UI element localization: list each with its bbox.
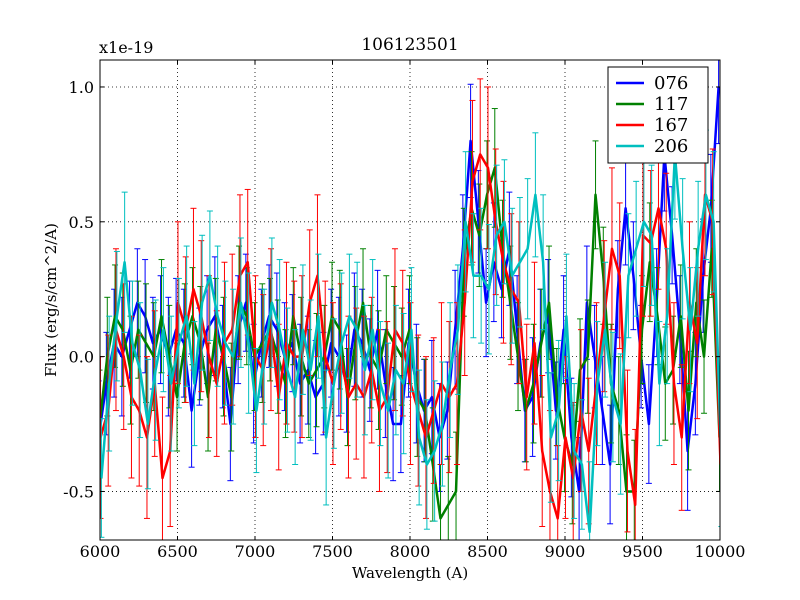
x-tick-label: 8500	[467, 542, 508, 561]
y-axis-label: Flux (erg/s/cm^2/A)	[42, 223, 60, 377]
axis-ticks: 6000 6500 7000 7500 8000 8500 9000 9500 10000 -0.…	[63, 60, 745, 561]
legend-label: 076	[654, 73, 688, 94]
x-tick-label: 9000	[545, 542, 586, 561]
chart-title: 106123501	[361, 35, 458, 55]
y-tick-label: -0.5	[63, 482, 94, 501]
x-tick-label: 8000	[390, 542, 431, 561]
x-tick-label: 6000	[80, 542, 121, 561]
series-line-206	[100, 153, 720, 534]
y-tick-label: 0.0	[69, 348, 94, 367]
x-tick-label: 9500	[622, 542, 663, 561]
x-axis-label: Wavelength (A)	[352, 564, 468, 582]
legend-label: 117	[654, 94, 688, 115]
series-line-117	[100, 166, 720, 520]
x-tick-label: 7500	[312, 542, 353, 561]
x-tick-label: 6500	[157, 542, 198, 561]
legend-label: 167	[654, 115, 688, 136]
x-tick-label: 7000	[235, 542, 276, 561]
series-line-167	[100, 153, 720, 520]
y-tick-label: 1.0	[69, 78, 94, 97]
series-layer	[100, 60, 720, 540]
y-multiplier-label: x1e-19	[99, 38, 153, 57]
y-tick-label: 0.5	[69, 213, 94, 232]
legend-label: 206	[654, 136, 688, 157]
x-tick-label: 10000	[695, 542, 746, 561]
series-206	[100, 89, 720, 540]
